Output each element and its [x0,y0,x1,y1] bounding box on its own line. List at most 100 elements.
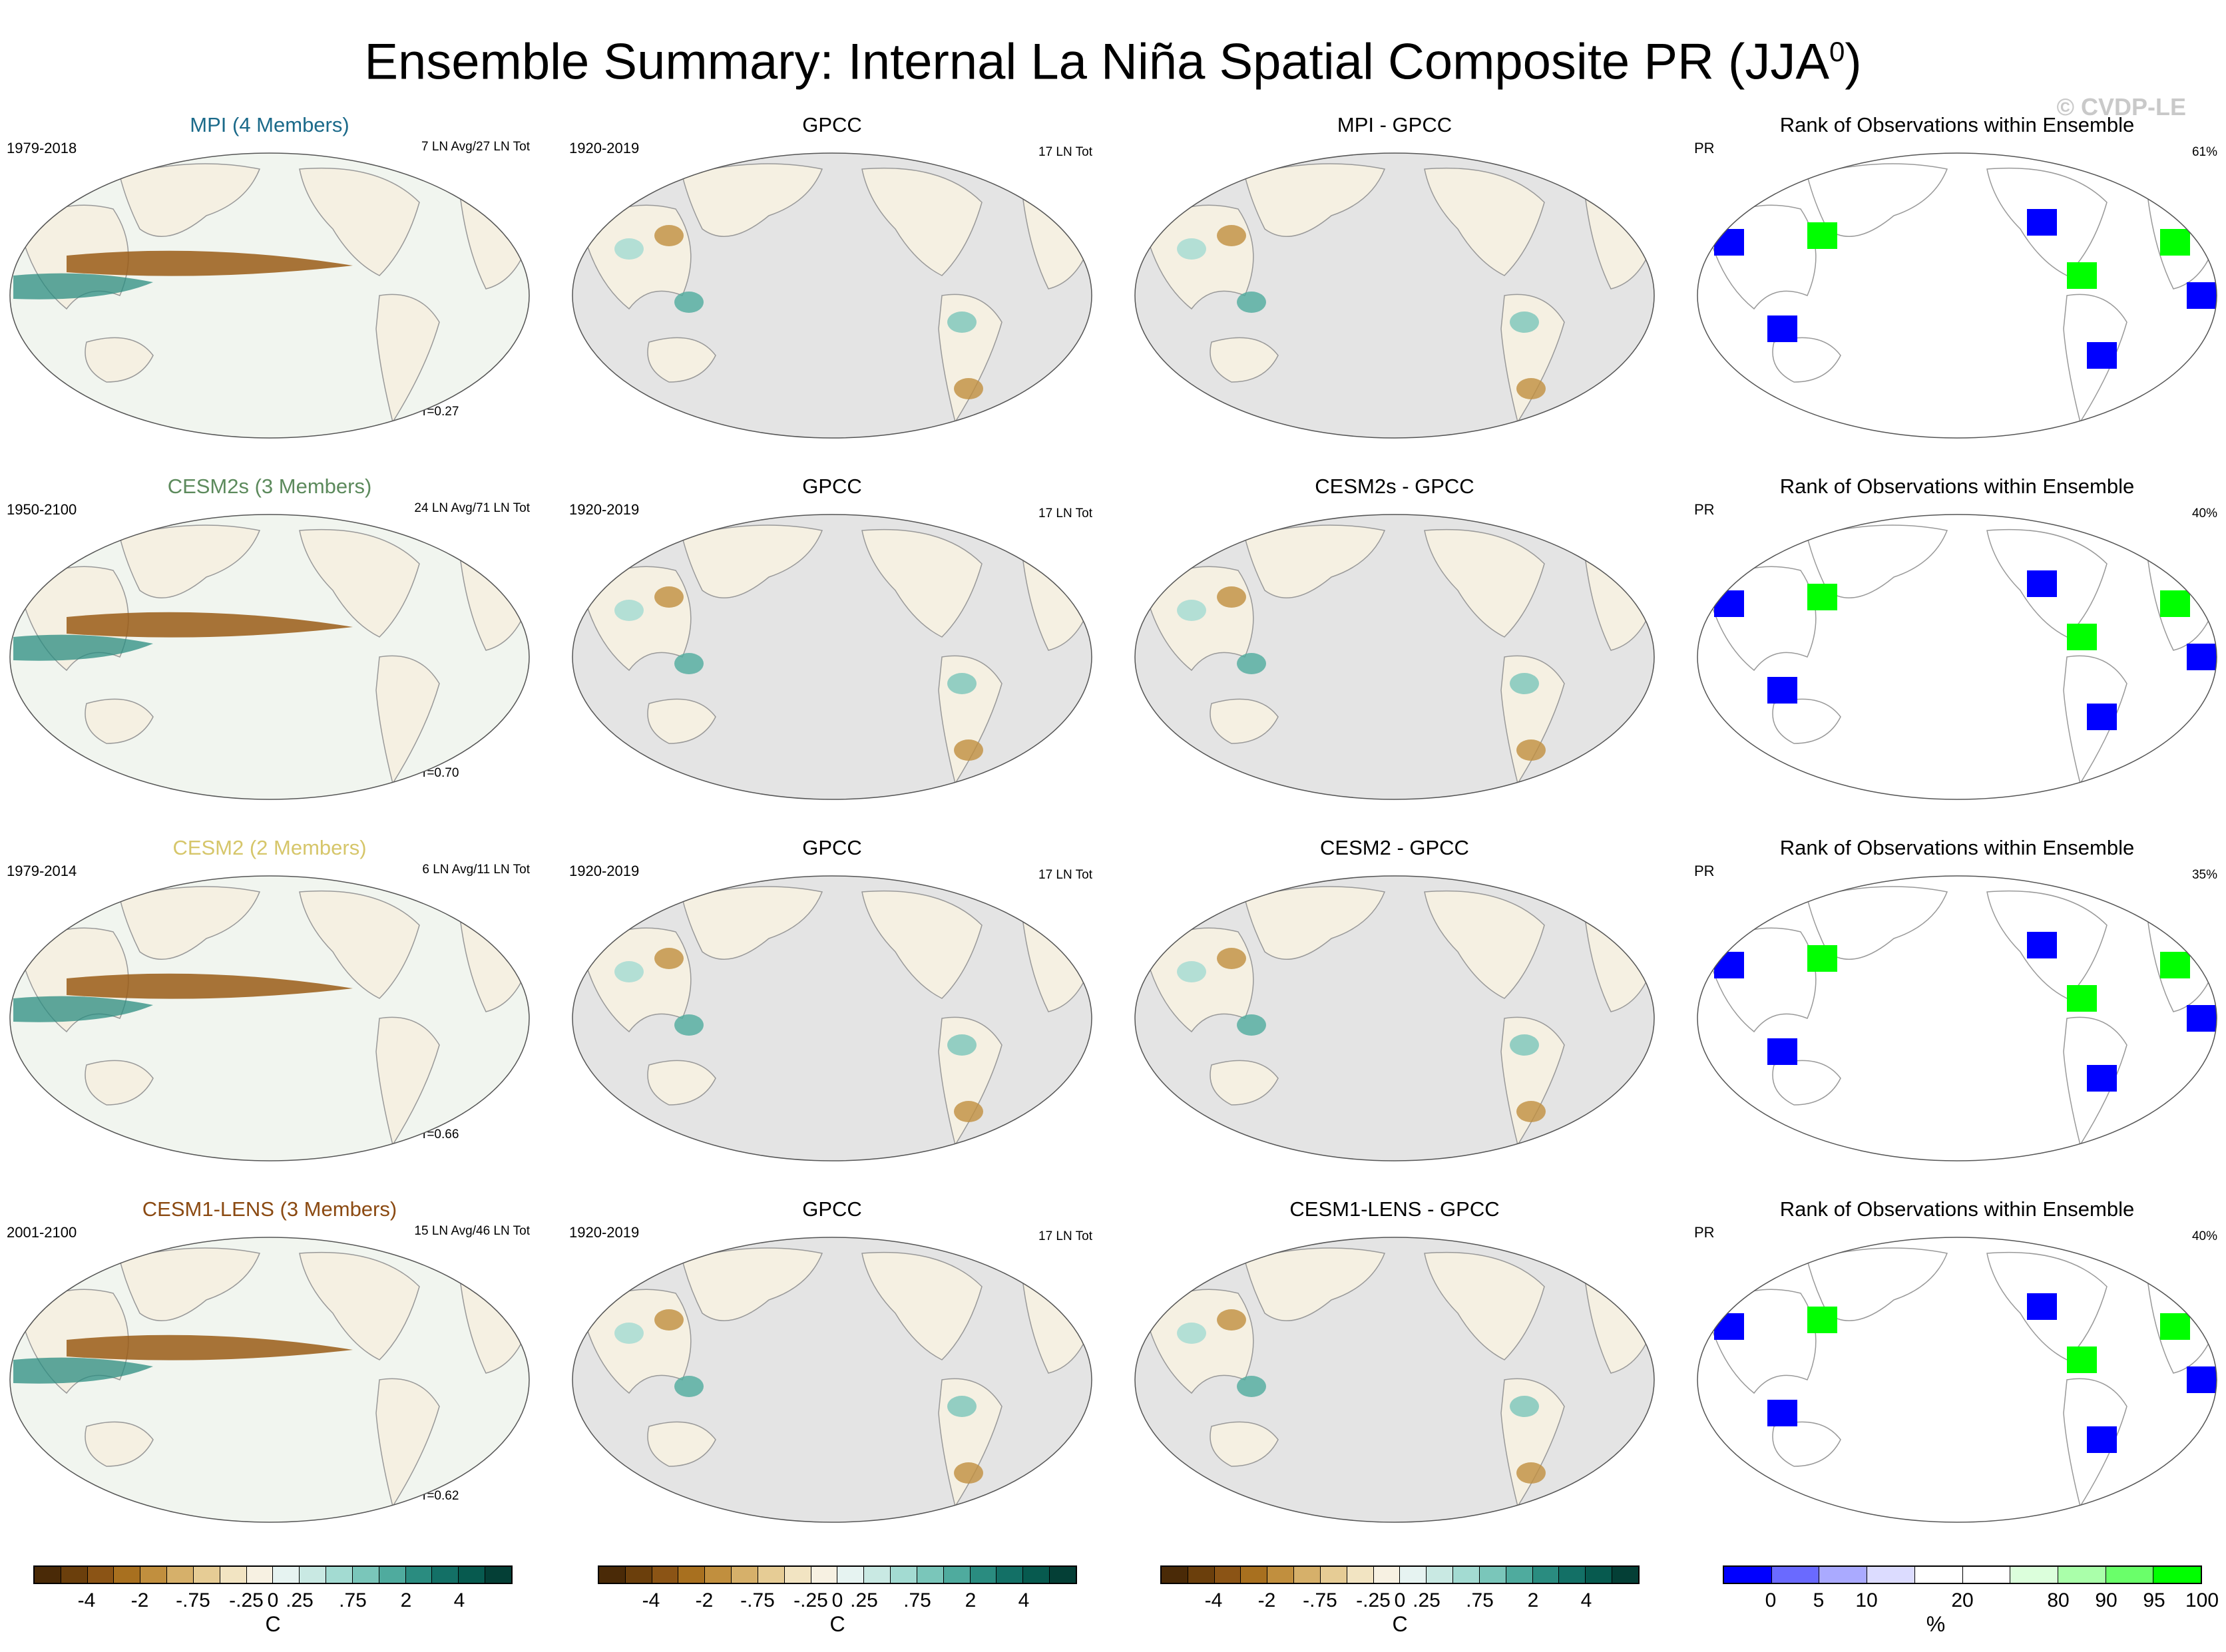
colorbar-swatch [432,1567,459,1583]
event-count: 7 LN Avg/27 LN Tot [421,140,530,154]
anomaly-patch [1237,1014,1266,1036]
land-australia [1210,1060,1279,1106]
anomaly-patch [947,311,977,333]
anomaly-patch [954,1462,983,1484]
colorbar-unit: C [1392,1612,1408,1636]
event-count: 17 LN Tot [1038,868,1092,882]
rank-patch [2067,1346,2097,1373]
colorbar-cells [1160,1565,1640,1584]
colorbar-swatch [1914,1567,1963,1583]
map-content [1707,886,2217,1146]
map-content [13,163,527,423]
rank-patch [1714,1313,1744,1340]
globe-background [1135,153,1654,438]
rank-patch [2160,952,2190,978]
panel-rank: Rank of Observations within Ensemble PR 40… [1687,1191,2226,1530]
colorbar-swatch [352,1567,379,1583]
colorbar-rank: 0 5 10 20 80 90 95 100% [1723,1563,2219,1643]
colorbar-tick-label: 2 [1527,1589,1539,1611]
anomaly-patch [614,1323,644,1344]
model-map [9,514,530,800]
diff-map [1134,514,1655,800]
colorbar-tick-label: 2 [965,1589,977,1611]
period-label: 1950-2100 [7,501,77,518]
colorbar-swatch [732,1567,758,1583]
colorbar-swatch [837,1567,865,1583]
colorbar-swatch [405,1567,433,1583]
globe-background [1697,515,2217,799]
anomaly-patch [1516,1462,1546,1484]
land-north-america [299,1251,420,1360]
land-north-america [1424,890,1545,999]
globe-outline [9,1237,530,1523]
land-australia [647,337,716,383]
globe-outline [1697,152,2217,439]
colorbar-swatch [1612,1567,1638,1583]
panel-rank: Rank of Observations within Ensemble PR 35… [1687,829,2226,1169]
panel-model: CESM2s (3 Members) 1950-2100 24 LN Avg/71 … [0,468,539,807]
colorbar-tick-label: -.25 [793,1589,828,1611]
colorbar-swatch [784,1567,811,1583]
land-australia [1210,1421,1279,1467]
rank-patch [1807,584,1837,610]
rank-percentage: 40% [2191,507,2217,520]
globe-outline [1134,152,1655,439]
colorbar-swatch [35,1567,61,1583]
land-south-america [375,1378,440,1508]
panel-obs: GPCC 1920-2019 17 LN Tot [562,829,1102,1169]
colorbar-swatch [1050,1567,1076,1583]
globe-background [572,515,1092,799]
anomaly-patch [654,225,684,246]
colorbar-swatch [1771,1567,1820,1583]
colorbar-tick-label: -4 [77,1589,96,1611]
dry-anomaly-band [67,612,353,638]
land-north-america [1424,528,1545,638]
colorbar-swatch [1188,1567,1215,1583]
colorbar-swatch [61,1567,88,1583]
colorbar-tick-label: 90 [2095,1589,2117,1611]
anomaly-patch [614,600,644,621]
rank-patch [2067,624,2097,650]
rank-patch [1767,1400,1797,1426]
globe-outline [572,1237,1092,1523]
rank-percentage: 61% [2191,145,2217,159]
rank-panel-title: Rank of Observations within Ensemble [1779,836,2135,859]
panel-model: CESM2 (2 Members) 1979-2014 6 LN Avg/11 LN… [0,829,539,1169]
colorbar-tick-label: -.25 [229,1589,264,1611]
rank-patch [1767,315,1797,342]
pattern-correlation: r=0.62 [423,1489,459,1503]
anomaly-patch [1237,1376,1266,1397]
globe-outline [572,514,1092,800]
diff-panel-title: CESM2s - GPCC [1315,475,1474,498]
globe-background [572,153,1092,438]
colorbar-swatch [246,1567,274,1583]
colorbar-swatch [114,1567,141,1583]
land-north-asia [682,1247,823,1321]
rank-patch [1807,945,1837,972]
colorbar-tick-label: 10 [1855,1589,1878,1611]
colorbar-tick-label: -.75 [176,1589,210,1611]
rank-map [1697,875,2217,1161]
period-label: 1920-2019 [569,863,640,879]
colorbar-tick-label: 80 [2047,1589,2070,1611]
rank-patch [2087,704,2117,730]
map-content [582,886,1089,1146]
anomaly-patch [954,739,983,761]
land-australia [647,1060,716,1106]
colorbar-tick-label: 0 [1765,1589,1777,1611]
figure-title-text: Ensemble Summary: Internal La Niña Spati… [364,33,1830,91]
colorbar-swatch [997,1567,1024,1583]
colorbar-tick-label: .25 [1413,1589,1441,1611]
rank-patch [2187,644,2217,670]
rank-patch [2160,590,2190,617]
colorbar-tick-label: 2 [400,1589,412,1611]
anomaly-patch [1510,1034,1539,1056]
dry-anomaly-band [67,1335,353,1360]
event-count: 17 LN Tot [1038,145,1092,159]
land-north-asia [119,524,261,598]
land-north-america [861,528,983,638]
rank-patch [1767,1038,1797,1065]
anomaly-patch [1237,653,1266,674]
globe-background [1697,153,2217,438]
colorbar-swatch [87,1567,114,1583]
